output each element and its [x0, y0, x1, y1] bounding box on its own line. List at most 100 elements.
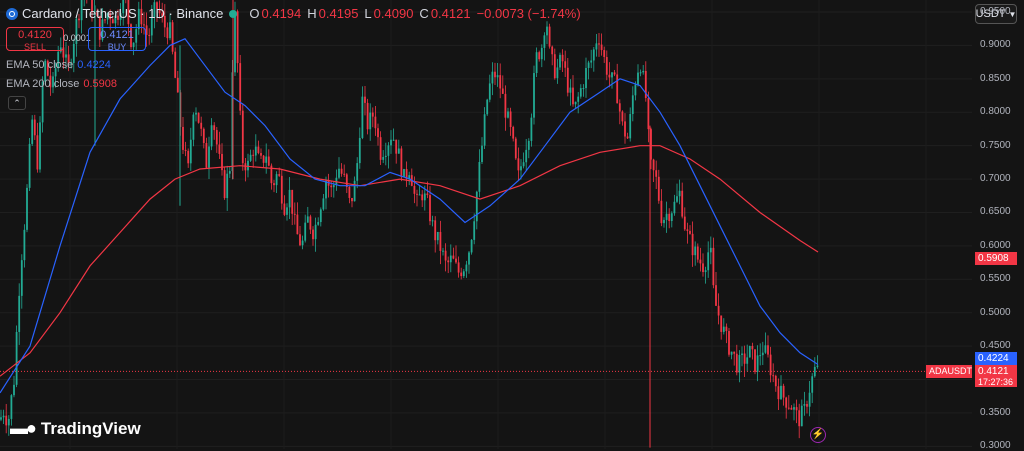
candle — [249, 154, 252, 161]
candle — [530, 117, 533, 141]
candle — [343, 173, 346, 175]
y-tick-label: 0.6500 — [980, 206, 1011, 218]
price-chart[interactable] — [0, 0, 972, 449]
ohlc-open-value: 0.4194 — [261, 6, 302, 21]
candle — [574, 101, 577, 105]
candle — [254, 146, 257, 156]
candle — [405, 169, 408, 179]
symbol-title[interactable]: Cardano / TetherUS · 1D · Binance — [22, 6, 224, 21]
candle — [145, 25, 148, 35]
candle — [764, 345, 767, 353]
indicator-ema50[interactable]: EMA 50 close 0.4224 — [6, 59, 111, 71]
candle — [639, 72, 642, 74]
candle — [223, 170, 226, 199]
candle — [322, 198, 325, 210]
chevron-up-icon[interactable]: ⌃ — [8, 96, 26, 110]
y-tick-label: 0.9000 — [980, 39, 1011, 51]
candle — [738, 354, 741, 373]
candle — [257, 146, 260, 154]
candle — [774, 375, 777, 387]
indicator-ema200[interactable]: EMA 200 close 0.5908 — [6, 78, 117, 90]
candle — [795, 407, 798, 411]
candle — [806, 404, 808, 407]
candle — [361, 96, 364, 138]
candle — [475, 191, 478, 222]
ema200-price-label: 0.5908 — [975, 252, 1017, 265]
grid-lines — [0, 11, 972, 447]
candle — [582, 88, 585, 90]
candle — [192, 114, 195, 140]
candle — [689, 230, 691, 234]
candle — [444, 250, 447, 261]
candle — [106, 13, 109, 20]
candle — [137, 8, 140, 30]
candle — [312, 229, 314, 240]
candle — [813, 366, 816, 377]
sell-button[interactable]: 0.4120 SELL — [6, 27, 64, 52]
candle — [780, 385, 782, 400]
y-tick-label: 0.5500 — [980, 273, 1011, 285]
candle — [585, 67, 587, 89]
y-tick-label: 0.3000 — [980, 440, 1011, 451]
candle — [75, 18, 78, 44]
candle — [746, 357, 749, 364]
candle — [265, 156, 268, 163]
candle — [566, 67, 569, 93]
candle — [226, 173, 229, 199]
candle — [366, 102, 369, 130]
currency-select[interactable]: USDT ▼ — [975, 4, 1017, 24]
candle — [156, 2, 158, 10]
candle — [546, 26, 548, 36]
candle — [717, 305, 720, 316]
indicator-ema200-value: 0.5908 — [83, 78, 118, 90]
candle — [457, 262, 460, 273]
buy-button[interactable]: 0.4121 BUY — [88, 27, 146, 52]
candle — [392, 139, 395, 141]
buy-label: BUY — [107, 42, 127, 52]
candle — [504, 93, 507, 118]
candle — [371, 112, 374, 117]
y-tick-label: 0.9500 — [980, 6, 1011, 18]
candle — [517, 158, 520, 171]
candle — [369, 112, 372, 130]
candle — [78, 18, 80, 21]
candle — [176, 77, 179, 93]
lightning-icon[interactable]: ⚡ — [810, 427, 826, 443]
candle — [540, 47, 543, 60]
candle — [741, 353, 743, 355]
candle — [769, 354, 772, 376]
candle — [348, 186, 351, 198]
candle — [423, 193, 426, 201]
candle — [267, 156, 270, 166]
candle — [421, 194, 424, 201]
indicator-ema200-name: EMA 200 close — [6, 78, 80, 90]
tradingview-branding[interactable]: ▬● TradingView — [10, 418, 141, 439]
ema200-line — [0, 145, 819, 377]
candle — [761, 352, 764, 356]
candle — [20, 260, 23, 296]
sell-price: 0.4120 — [18, 29, 52, 41]
y-tick-label: 0.8500 — [980, 72, 1011, 84]
candle — [678, 190, 681, 197]
candle — [501, 88, 504, 94]
candle — [670, 213, 673, 222]
candle — [431, 220, 434, 222]
candle — [104, 19, 106, 21]
ohlc-high-value: 0.4195 — [318, 6, 359, 21]
y-tick-label: 0.7500 — [980, 139, 1011, 151]
symbol-header[interactable]: Cardano / TetherUS · 1D · Binance O 0.419… — [6, 6, 581, 21]
candle — [488, 83, 491, 100]
candle — [787, 407, 790, 409]
candle — [150, 17, 153, 36]
candle — [748, 345, 751, 358]
candle — [470, 239, 473, 253]
candle — [647, 98, 650, 130]
candle — [197, 112, 200, 123]
candle — [314, 224, 317, 240]
candle — [234, 11, 236, 73]
candle — [447, 260, 450, 263]
price-change: −0.0073 (−1.74%) — [476, 6, 581, 21]
chevron-down-icon: ▼ — [1008, 9, 1017, 19]
candle — [634, 84, 637, 96]
y-tick-label: 0.5000 — [980, 306, 1011, 318]
